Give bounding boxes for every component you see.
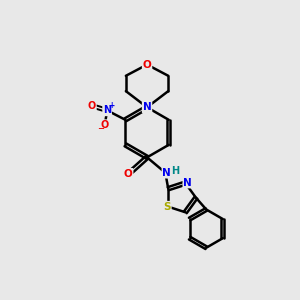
Text: N: N <box>143 102 152 112</box>
Text: O: O <box>88 101 96 111</box>
Text: O: O <box>143 60 152 70</box>
Text: H: H <box>172 166 180 176</box>
Text: S: S <box>163 202 171 212</box>
Text: O: O <box>100 120 109 130</box>
Text: N: N <box>162 168 171 178</box>
Text: N: N <box>183 178 192 188</box>
Text: O: O <box>124 169 133 179</box>
Text: N: N <box>103 105 111 116</box>
Text: −: − <box>97 124 104 133</box>
Text: +: + <box>109 101 115 110</box>
